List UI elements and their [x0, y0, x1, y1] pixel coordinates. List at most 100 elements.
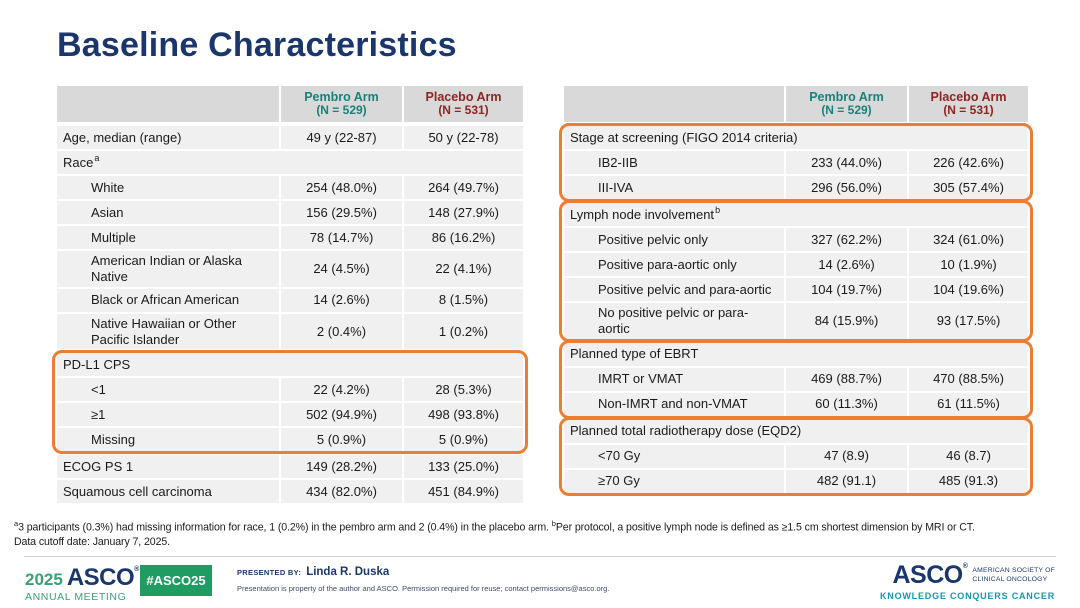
table-row: Positive pelvic only 327 (62.2%) 324 (61.0… [564, 228, 1028, 251]
pembro-arm-header: Pembro Arm (N = 529) [281, 86, 402, 122]
placebo-value: 498 (93.8%) [404, 403, 523, 427]
placebo-arm-label: Placebo Arm [930, 89, 1007, 104]
pembro-arm-label: Pembro Arm [809, 89, 884, 104]
table-body: Age, median (range) 49 y (22-87) 50 y (22-… [52, 126, 528, 504]
placebo-value: 1 (0.2%) [404, 313, 523, 350]
row-label: ≥70 Gy [564, 469, 784, 493]
table-row: Asian 156 (29.5%) 148 (27.9%) [57, 201, 523, 224]
placebo-value: 5 (0.9%) [404, 428, 523, 452]
table-row: IMRT or VMAT 469 (88.7%) 470 (88.5%) [564, 367, 1028, 391]
pembro-arm-n: (N = 529) [316, 103, 367, 118]
placebo-value: 305 (57.4%) [909, 176, 1028, 199]
row-label: <1 [57, 378, 279, 402]
row-label: Age, median (range) [57, 126, 279, 149]
group-header-row: PD-L1 CPS [57, 353, 523, 377]
placebo-value: 50 y (22-78) [404, 126, 523, 149]
footer: 2025 ASCO® ANNUAL MEETING #ASCO25 PRESEN… [0, 560, 1080, 608]
highlighted-section: Planned total radiotherapy dose (EQD2) <7… [559, 416, 1033, 496]
table-row: Non-IMRT and non-VMAT 60 (11.3%) 61 (11.5%… [564, 392, 1028, 416]
row-label: Lymph node involvementb [564, 203, 1028, 226]
pembro-value: 22 (4.2%) [281, 378, 402, 402]
pembro-value: 156 (29.5%) [281, 201, 402, 224]
highlighted-section: Planned type of EBRT IMRT or VMAT 469 (88.… [559, 339, 1033, 419]
placebo-arm-header: Placebo Arm (N = 531) [909, 86, 1028, 122]
pembro-value: 482 (91.1) [786, 469, 907, 493]
asco-society-name: AMERICAN SOCIETY OF CLINICAL ONCOLOGY [972, 567, 1055, 583]
table-row: Native Hawaiian or Other Pacific Islande… [57, 313, 523, 350]
table-row: ≥70 Gy 482 (91.1) 485 (91.3) [564, 469, 1028, 493]
pembro-arm-header: Pembro Arm (N = 529) [786, 86, 907, 122]
pembro-value: 233 (44.0%) [786, 151, 907, 174]
pembro-value: 49 y (22-87) [281, 126, 402, 149]
meeting-name: ANNUAL MEETING [25, 591, 127, 603]
placebo-value: 133 (25.0%) [404, 455, 523, 479]
row-label: Non-IMRT and non-VMAT [564, 392, 784, 416]
row-label: Planned total radiotherapy dose (EQD2) [564, 419, 1028, 443]
group-header-row: Racea [57, 151, 523, 174]
group-header-row: Stage at screening (FIGO 2014 criteria) [564, 126, 1028, 149]
asco-annual-meeting-logo: 2025 ASCO® ANNUAL MEETING [25, 566, 139, 603]
group-header-row: Planned type of EBRT [564, 342, 1028, 366]
presenter-name: Linda R. Duska [306, 566, 390, 578]
meeting-year: 2025 [25, 570, 63, 589]
row-label: III-IVA [564, 176, 784, 199]
pembro-value: 502 (94.9%) [281, 403, 402, 427]
placebo-value: 485 (91.3) [909, 469, 1028, 493]
table-row: White 254 (48.0%) 264 (49.7%) [57, 176, 523, 199]
registered-mark-icon: ® [134, 566, 139, 573]
row-label: Positive pelvic and para-aortic [564, 278, 784, 301]
row-label: White [57, 176, 279, 199]
highlighted-section: Stage at screening (FIGO 2014 criteria) I… [559, 123, 1033, 202]
footer-divider [24, 556, 1056, 557]
placebo-value: 226 (42.6%) [909, 151, 1028, 174]
pembro-value: 434 (82.0%) [281, 480, 402, 504]
permission-disclaimer: Presentation is property of the author a… [237, 584, 610, 593]
footnote-sup-a: a [14, 519, 19, 528]
pembro-value: 5 (0.9%) [281, 428, 402, 452]
footnote-text-b: Per protocol, a positive lymph node is d… [555, 521, 975, 534]
pembro-arm-label: Pembro Arm [304, 89, 379, 104]
presented-by-label: PRESENTED BY: [237, 568, 302, 577]
placebo-arm-label: Placebo Arm [425, 89, 502, 104]
row-label: Positive pelvic only [564, 228, 784, 251]
row-label: Planned type of EBRT [564, 342, 1028, 366]
table-row: Positive pelvic and para-aortic 104 (19.7… [564, 278, 1028, 301]
pembro-value: 60 (11.3%) [786, 392, 907, 416]
table-row: <1 22 (4.2%) 28 (5.3%) [57, 378, 523, 402]
placebo-value: 8 (1.5%) [404, 288, 523, 312]
registered-mark-icon: ® [962, 563, 968, 570]
page-title: Baseline Characteristics [57, 26, 457, 64]
pembro-value: 2 (0.4%) [281, 313, 402, 350]
footnote-line2: Data cutoff date: January 7, 2025. [14, 536, 171, 549]
table-row: <70 Gy 47 (8.9) 46 (8.7) [564, 444, 1028, 468]
asco-wordmark: ASCO® [66, 564, 139, 591]
row-label: Native Hawaiian or Other Pacific Islande… [57, 313, 279, 350]
placebo-value: 28 (5.3%) [404, 378, 523, 402]
pembro-value: 47 (8.9) [786, 444, 907, 468]
table-row: Missing 5 (0.9%) 5 (0.9%) [57, 428, 523, 452]
row-label: Missing [57, 428, 279, 452]
row-label: Asian [57, 201, 279, 224]
footnote-line1: a3 participants (0.3%) had missing infor… [14, 519, 1070, 535]
row-label: Black or African American [57, 288, 279, 312]
row-label: Stage at screening (FIGO 2014 criteria) [564, 126, 1028, 149]
pembro-value: 78 (14.7%) [281, 226, 402, 249]
table-body: Stage at screening (FIGO 2014 criteria) I… [559, 123, 1033, 496]
row-label: ECOG PS 1 [57, 455, 279, 479]
empty-header-cell [564, 86, 784, 122]
table-section: Age, median (range) 49 y (22-87) 50 y (22-… [57, 126, 523, 350]
pembro-value: 24 (4.5%) [281, 251, 402, 287]
placebo-arm-n: (N = 531) [438, 103, 489, 118]
table-row: Squamous cell carcinoma 434 (82.0%) 451 (8… [57, 480, 523, 504]
table-row: III-IVA 296 (56.0%) 305 (57.4%) [564, 176, 1028, 199]
highlighted-section: PD-L1 CPS <1 22 (4.2%) 28 (5.3%) ≥1 502 (94.9… [52, 350, 528, 455]
row-label: PD-L1 CPS [57, 353, 523, 377]
table-row: Black or African American 14 (2.6%) 8 (1.5… [57, 288, 523, 312]
placebo-value: 22 (4.1%) [404, 251, 523, 287]
placebo-value: 10 (1.9%) [909, 253, 1028, 276]
pembro-value: 254 (48.0%) [281, 176, 402, 199]
presented-by-block: PRESENTED BY: Linda R. Duska Presentatio… [237, 566, 609, 593]
table-section: ECOG PS 1 149 (28.2%) 133 (25.0%) Squamous … [57, 455, 523, 504]
group-header-row: Lymph node involvementb [564, 203, 1028, 226]
pembro-value: 14 (2.6%) [281, 288, 402, 312]
